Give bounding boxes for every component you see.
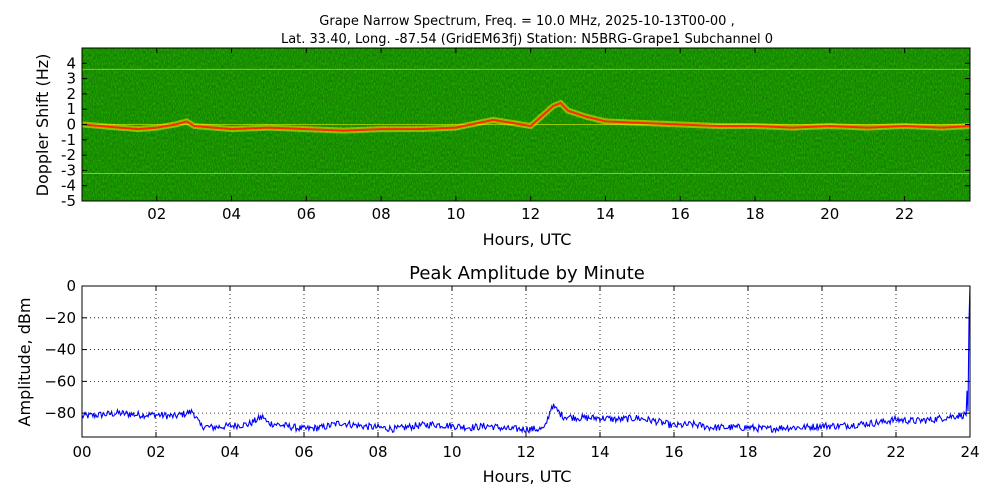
- amplitude-title: Peak Amplitude by Minute: [409, 263, 645, 284]
- spectrogram-xtick-label: 08: [372, 205, 391, 223]
- amplitude-xtick-label: 20: [812, 443, 831, 461]
- amplitude-ytick-label: −20: [44, 309, 76, 327]
- amplitude-ylabel: Amplitude, dBm: [15, 298, 34, 427]
- spectrogram-ytick-label: -4: [61, 177, 76, 195]
- spectrogram-ytick-label: -2: [61, 146, 76, 164]
- amplitude-xtick-label: 06: [294, 443, 313, 461]
- spectrogram-ytick-label: -5: [61, 192, 76, 210]
- spectrogram-xtick-label: 06: [297, 205, 316, 223]
- spectrogram-xtick-label: 14: [596, 205, 615, 223]
- amplitude-xtick-label: 14: [590, 443, 609, 461]
- spectrogram-xlabel: Hours, UTC: [483, 230, 572, 249]
- spectrogram-ytick-label: 0: [66, 116, 76, 134]
- spectrogram-ytick-label: 1: [66, 100, 76, 118]
- figure-title-line2: Lat. 33.40, Long. -87.54 (GridEM63fj) St…: [281, 32, 773, 47]
- amplitude-xtick-label: 16: [664, 443, 683, 461]
- amplitude-y-ticks: 0 −20 −40 −60 −80: [44, 277, 970, 422]
- amplitude-xtick-label: 00: [72, 443, 91, 461]
- amplitude-xtick-label: 24: [960, 443, 979, 461]
- amplitude-xlabel: Hours, UTC: [483, 467, 572, 486]
- spectrogram-xtick-label: 22: [895, 205, 914, 223]
- amplitude-x-ticks: 00 02 04 06 08 10 12 14 16 18 20 22 24: [72, 286, 980, 461]
- spectrogram-ylabel: Doppler Shift (Hz): [33, 54, 52, 197]
- amplitude-panel: Peak Amplitude by Minute 0 −20 −40 −60 −80 0…: [15, 263, 980, 486]
- amplitude-series: [82, 286, 970, 434]
- spectrogram-ytick-label: 2: [66, 85, 76, 103]
- amplitude-xtick-label: 02: [146, 443, 165, 461]
- spectrogram-xtick-label: 16: [671, 205, 690, 223]
- amplitude-xtick-label: 08: [368, 443, 387, 461]
- amplitude-line: [82, 286, 970, 434]
- amplitude-xtick-label: 12: [516, 443, 535, 461]
- amplitude-ytick-label: 0: [66, 277, 76, 295]
- amplitude-xtick-label: 18: [738, 443, 757, 461]
- spectrogram-xtick-label: 18: [745, 205, 764, 223]
- amplitude-ytick-label: −80: [44, 404, 76, 422]
- doppler-trace-line: [82, 101, 970, 132]
- spectrogram-ytick-label: -3: [61, 161, 76, 179]
- amplitude-xtick-label: 04: [220, 443, 239, 461]
- amplitude-xtick-label: 22: [886, 443, 905, 461]
- spectrogram-x-ticks: 02 04 06 08 10 12 14 16 18 20 22: [147, 48, 914, 223]
- spectrogram-xtick-label: 02: [147, 205, 166, 223]
- amplitude-ytick-label: −60: [44, 372, 76, 390]
- figure-title-line1: Grape Narrow Spectrum, Freq. = 10.0 MHz,…: [319, 14, 734, 29]
- amplitude-ytick-label: −40: [44, 341, 76, 359]
- spectrogram-xtick-label: 10: [446, 205, 465, 223]
- amplitude-plot-area: [82, 286, 970, 437]
- spectrogram-xtick-label: 12: [521, 205, 540, 223]
- amplitude-xtick-label: 10: [442, 443, 461, 461]
- spectrogram-xtick-label: 20: [820, 205, 839, 223]
- spectrogram-ytick-label: -1: [61, 131, 76, 149]
- spectrogram-xtick-label: 04: [222, 205, 241, 223]
- doppler-trace: [82, 99, 970, 134]
- spectrogram-ytick-label: 4: [66, 54, 76, 72]
- spectrogram-ytick-label: 3: [66, 70, 76, 88]
